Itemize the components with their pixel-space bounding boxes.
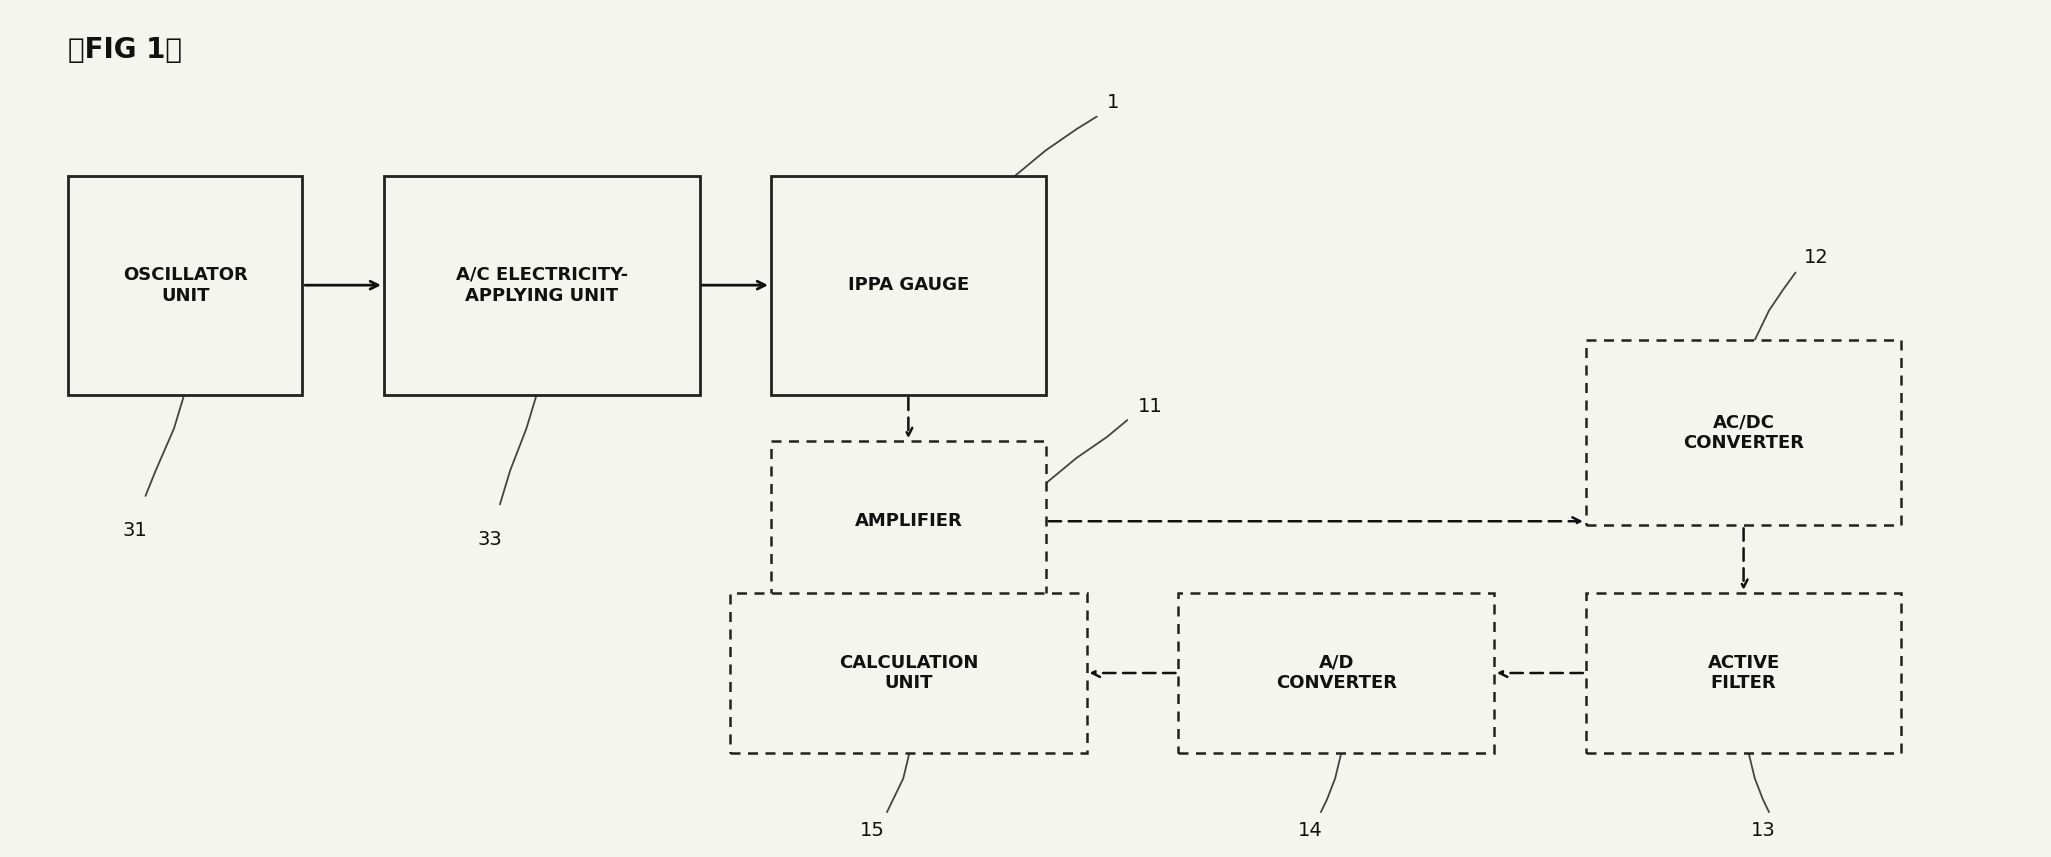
Text: 14: 14: [1298, 820, 1323, 840]
Text: AC/DC
CONVERTER: AC/DC CONVERTER: [1684, 413, 1805, 452]
Text: CALCULATION
UNIT: CALCULATION UNIT: [839, 654, 978, 692]
Bar: [1585, 593, 1901, 753]
Text: AMPLIFIER: AMPLIFIER: [855, 512, 962, 530]
Text: 31: 31: [123, 521, 148, 540]
Text: 13: 13: [1752, 820, 1776, 840]
Text: IPPA GAUGE: IPPA GAUGE: [847, 276, 968, 294]
Text: 1: 1: [1108, 93, 1120, 112]
Text: 33: 33: [478, 530, 502, 548]
Text: 12: 12: [1803, 248, 1827, 267]
Text: 15: 15: [859, 820, 886, 840]
Text: A/C ELECTRICITY-
APPLYING UNIT: A/C ELECTRICITY- APPLYING UNIT: [455, 266, 628, 304]
Text: 』FIG 1】: 』FIG 1】: [68, 37, 183, 64]
Bar: [384, 176, 699, 395]
Text: 11: 11: [1138, 397, 1163, 416]
Bar: [771, 441, 1046, 602]
Text: OSCILLATOR
UNIT: OSCILLATOR UNIT: [123, 266, 248, 304]
Bar: [1585, 340, 1901, 525]
Bar: [1177, 593, 1493, 753]
Text: A/D
CONVERTER: A/D CONVERTER: [1276, 654, 1397, 692]
Bar: [68, 176, 301, 395]
Bar: [771, 176, 1046, 395]
Text: ACTIVE
FILTER: ACTIVE FILTER: [1706, 654, 1780, 692]
Bar: [730, 593, 1087, 753]
